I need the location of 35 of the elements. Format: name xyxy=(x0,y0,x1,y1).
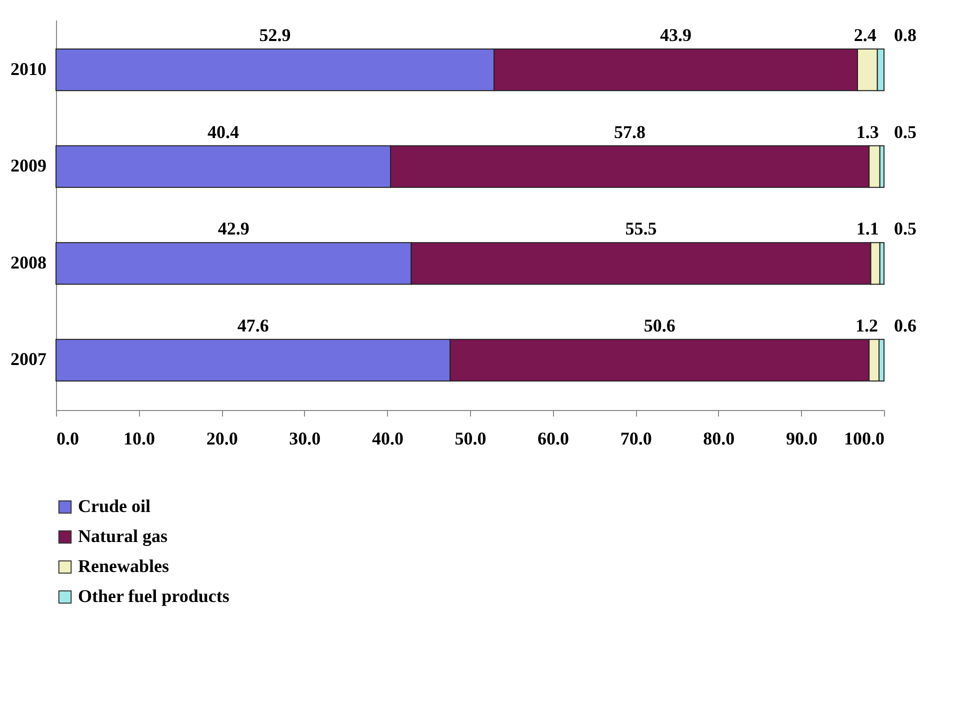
legend-label: Crude oil xyxy=(78,496,151,516)
y-tick-label: 2010 xyxy=(10,58,46,79)
data-label: 1.3 xyxy=(856,122,879,142)
data-label: 43.9 xyxy=(660,25,692,46)
data-label: 2.4 xyxy=(854,25,876,46)
x-tick-label: 20.0 xyxy=(206,428,238,448)
legend-label: Renewables xyxy=(78,556,169,576)
legend-label: Other fuel products xyxy=(78,586,230,606)
data-label: 50.6 xyxy=(644,315,676,336)
x-tick-label: 40.0 xyxy=(372,428,404,448)
data-label: 52.9 xyxy=(259,25,291,46)
x-tick-label: 0.0 xyxy=(56,428,79,448)
data-label: 57.8 xyxy=(614,122,646,142)
x-tick-label: 50.0 xyxy=(454,428,486,448)
data-label: 0.6 xyxy=(894,315,916,336)
x-tick-label: 10.0 xyxy=(124,428,156,448)
y-tick-label: 2009 xyxy=(10,156,46,176)
x-tick-label: 100.0 xyxy=(844,428,884,448)
y-tick-label: 2007 xyxy=(10,349,46,370)
data-label: 0.5 xyxy=(894,122,916,142)
data-label: 0.8 xyxy=(894,25,916,46)
x-tick-label: 90.0 xyxy=(786,428,818,448)
x-tick-label: 70.0 xyxy=(620,428,652,448)
data-label: 0.5 xyxy=(894,218,916,239)
data-label: 1.1 xyxy=(856,218,879,239)
legend-label: Natural gas xyxy=(78,526,168,546)
x-tick-label: 60.0 xyxy=(538,428,570,448)
data-label: 40.4 xyxy=(208,122,240,142)
x-tick-label: 30.0 xyxy=(289,428,321,448)
data-label: 55.5 xyxy=(625,218,657,239)
y-tick-label: 2008 xyxy=(10,252,46,272)
data-label: 1.2 xyxy=(856,315,878,336)
x-tick-label: 80.0 xyxy=(703,428,735,448)
data-label: 42.9 xyxy=(218,218,250,239)
data-label: 47.6 xyxy=(237,315,269,336)
